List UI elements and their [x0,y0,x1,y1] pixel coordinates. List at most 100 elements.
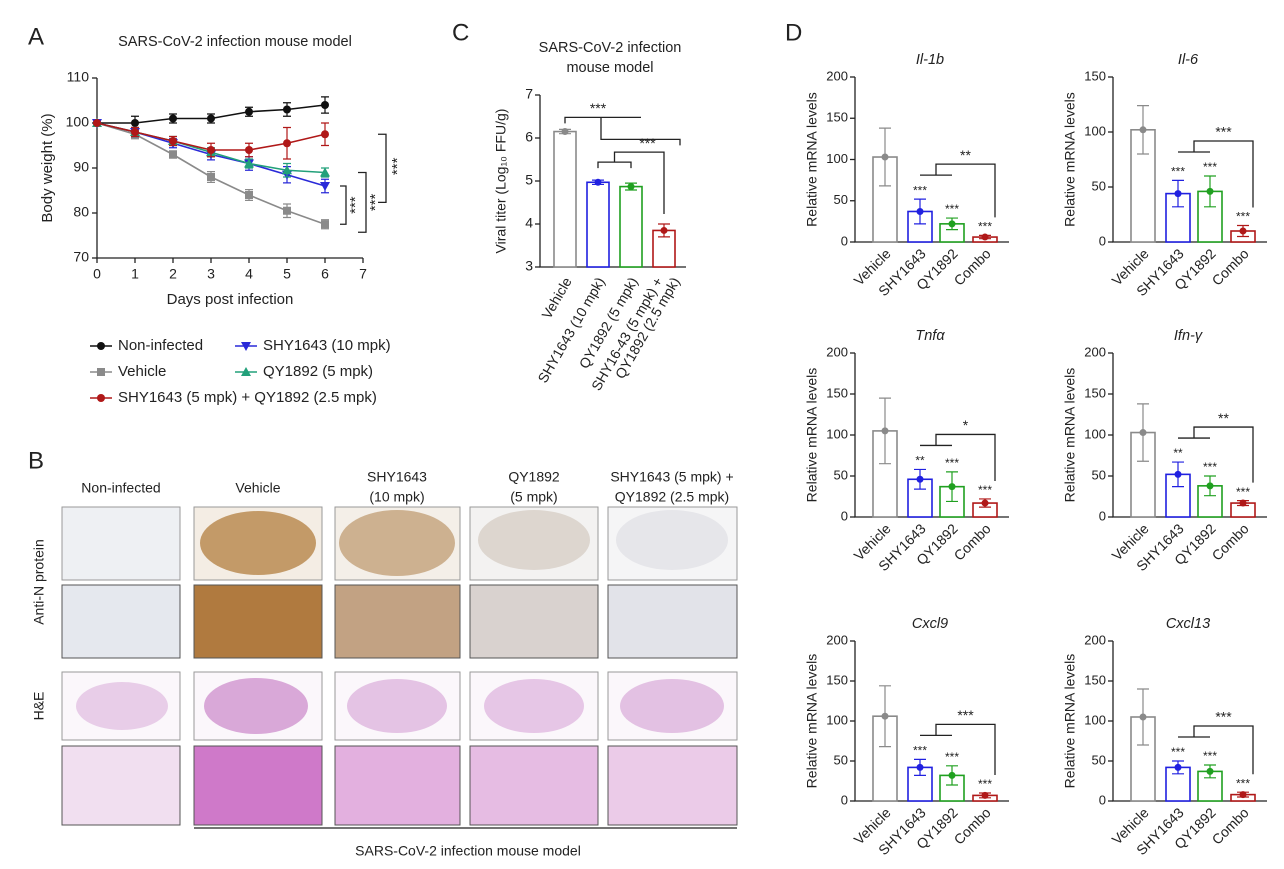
bracket-label: *** [1215,709,1232,725]
bar [619,185,643,268]
y-tick-label: 150 [826,385,848,400]
value-dot [1174,470,1182,478]
histology-zoom [193,745,323,826]
x-tick-label: 4 [245,266,253,282]
value-dot [916,763,924,771]
value-dot [1174,190,1182,198]
tissue [347,679,447,733]
chart-title: Cxcl13 [1166,616,1210,632]
y-tick-label: 50 [834,752,848,767]
row-label: H&E [31,692,47,721]
chart-title: SARS-CoV-2 infection mouse model [118,34,352,50]
marker [207,173,215,181]
y-tick-label: 200 [1084,632,1106,647]
legend-marker [97,342,105,350]
value-dot [1239,499,1247,507]
tissue [620,679,724,733]
x-tick-label: 5 [283,266,291,282]
x-tick-label: 1 [131,266,139,282]
value-dot [881,712,889,720]
significance-label: ** [1173,446,1183,460]
chart-title: SARS-CoV-2 infection [539,40,682,56]
y-tick-label: 70 [73,249,89,265]
column-header: QY1892 (2.5 mpk) [615,489,729,505]
significance-label: *** [590,100,607,116]
bracket [920,163,996,218]
y-axis-label: Relative mRNA levels [804,654,820,789]
marker [245,191,253,199]
x-tick-label: Combo [1209,245,1252,288]
marker [282,165,292,175]
value-dot [1239,791,1247,799]
value-dot [1139,126,1147,134]
value-dot [627,183,635,191]
tissue [76,682,168,730]
chart-title: Tnfα [915,328,945,344]
panel-letter: A [28,23,44,50]
column-header: SHY1643 [367,469,427,485]
marker [320,182,330,191]
histology-zoom [61,745,181,826]
marker [283,139,291,148]
y-tick-label: 150 [826,672,848,687]
marker [321,130,329,139]
legend-label: SHY1643 (5 mpk) + QY1892 (2.5 mpk) [118,389,377,406]
tissue [616,510,728,570]
value-dot [916,207,924,215]
bracket-label: ** [960,147,971,163]
y-tick-label: 0 [1099,792,1106,807]
chart-title: Cxcl9 [912,616,948,632]
value-dot [1206,482,1214,490]
y-tick-label: 0 [1099,508,1106,523]
bar [553,130,577,268]
bracket [378,133,387,204]
significance-label: *** [1236,485,1250,499]
x-tick-label: 6 [321,266,329,282]
bracket [564,116,681,146]
x-tick-label: 7 [359,266,367,282]
bracket [340,185,347,225]
y-tick-label: 110 [67,69,90,85]
value-dot [881,427,889,435]
y-tick-label: 100 [1084,426,1106,441]
y-tick-label: 3 [525,258,533,274]
value-dot [981,233,989,241]
y-tick-label: 100 [66,114,90,130]
significance-label: ** [915,454,925,468]
y-tick-label: 200 [826,68,848,83]
y-tick-label: 90 [73,159,89,175]
y-tick-label: 5 [525,172,533,188]
y-tick-label: 50 [1092,752,1106,767]
value-dot [981,791,989,799]
y-axis-label: Relative mRNA levels [804,92,820,227]
bracket [920,723,996,775]
value-dot [1174,763,1182,771]
legend-label: Vehicle [118,363,166,380]
histology-zoom [334,745,461,826]
x-tick-label: 3 [207,266,215,282]
significance-label: *** [389,157,406,175]
value-dot [1139,713,1147,721]
column-header: SHY1643 (5 mpk) + [610,469,733,485]
significance-label: *** [945,750,959,764]
x-tick-label: 2 [169,266,177,282]
column-header: Vehicle [235,480,280,496]
bracket [358,171,367,233]
significance-label: *** [1203,749,1217,763]
legend-label: SHY1643 (10 mpk) [263,337,391,354]
y-tick-label: 100 [826,151,848,166]
value-dot [594,178,602,186]
value-dot [981,499,989,507]
bracket [1178,426,1254,483]
y-tick-label: 50 [1092,178,1106,193]
significance-label: *** [1236,776,1250,790]
marker [131,128,139,136]
y-tick-label: 50 [1092,467,1106,482]
value-dot [1206,767,1214,775]
marker [169,114,177,123]
y-tick-label: 200 [1084,344,1106,359]
footer-label: SARS-CoV-2 infection mouse model [355,843,581,859]
y-axis-label: Relative mRNA levels [804,368,820,503]
y-tick-label: 0 [841,508,848,523]
significance-label: *** [978,220,992,234]
